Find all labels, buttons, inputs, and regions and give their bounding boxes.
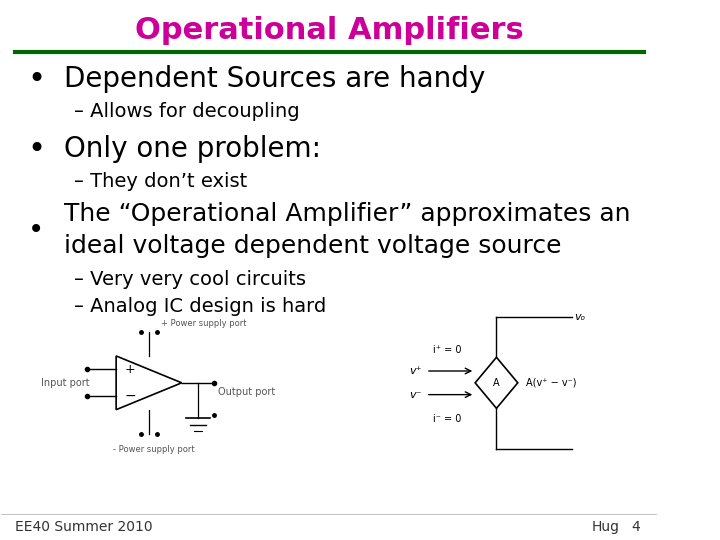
Text: •: • <box>27 65 46 94</box>
Text: A(v⁺ − v⁻): A(v⁺ − v⁻) <box>526 378 576 388</box>
Text: •: • <box>27 134 46 164</box>
Text: v⁻: v⁻ <box>409 390 421 400</box>
Text: i⁺ = 0: i⁺ = 0 <box>433 345 461 354</box>
Text: – Allows for decoupling: – Allows for decoupling <box>73 102 299 121</box>
Text: A: A <box>493 378 500 388</box>
Text: The “Operational Amplifier” approximates an
ideal voltage dependent voltage sour: The “Operational Amplifier” approximates… <box>63 202 630 258</box>
Text: – Analog IC design is hard: – Analog IC design is hard <box>73 297 325 316</box>
Text: v⁺: v⁺ <box>409 366 421 376</box>
Text: - Power supply port: - Power supply port <box>113 446 194 455</box>
Text: Input port: Input port <box>41 378 89 388</box>
Text: Operational Amplifiers: Operational Amplifiers <box>135 16 523 45</box>
Text: – Very very cool circuits: – Very very cool circuits <box>73 270 305 289</box>
Text: + Power supply port: + Power supply port <box>161 319 246 328</box>
Text: Hug: Hug <box>592 520 619 534</box>
Text: •: • <box>27 215 44 244</box>
Text: 4: 4 <box>631 520 639 534</box>
Text: +: + <box>125 363 135 376</box>
Text: Dependent Sources are handy: Dependent Sources are handy <box>63 65 485 93</box>
Text: Output port: Output port <box>217 388 275 397</box>
Text: Only one problem:: Only one problem: <box>63 135 320 163</box>
Text: – They don’t exist: – They don’t exist <box>73 172 247 191</box>
Text: EE40 Summer 2010: EE40 Summer 2010 <box>14 520 152 534</box>
Text: vₒ: vₒ <box>574 312 585 322</box>
Text: i⁻ = 0: i⁻ = 0 <box>433 414 461 424</box>
Text: −: − <box>125 389 136 403</box>
